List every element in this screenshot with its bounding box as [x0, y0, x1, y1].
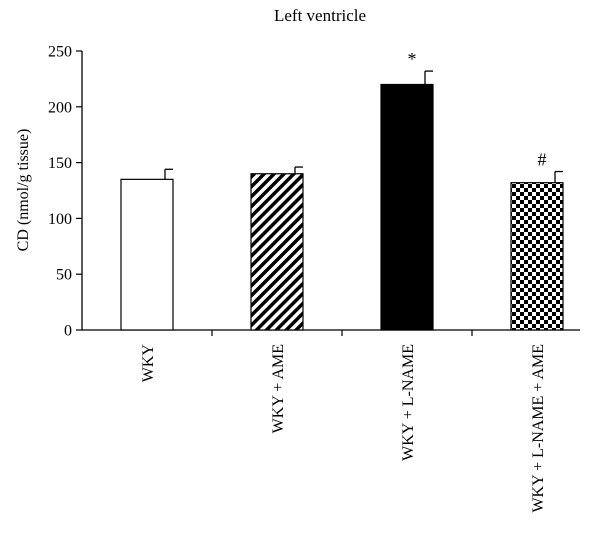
chart-title: Left ventricle — [274, 6, 366, 25]
annotation-4: # — [538, 150, 547, 170]
y-tick-label-50: 50 — [56, 267, 72, 284]
y-axis-label: CD (nmol/g tissue) — [15, 129, 32, 252]
bar-3 — [380, 83, 434, 331]
bar-4 — [510, 182, 564, 331]
annotation-3: * — [408, 49, 417, 69]
bar-2 — [250, 173, 304, 331]
category-label-4: WKY + L-NAME + AME — [530, 344, 547, 513]
y-tick-label-0: 0 — [64, 323, 72, 340]
bar-1 — [120, 178, 174, 331]
category-label-1: WKY — [140, 344, 157, 383]
y-tick-label-150: 150 — [48, 155, 72, 172]
category-label-3: WKY + L-NAME — [400, 344, 417, 461]
category-label-2: WKY + AME — [270, 344, 287, 433]
y-tick-label-250: 250 — [48, 44, 72, 61]
plot-area: 0 50 100 150 200 250 WKY WKY + AME * WKY + L-NAME… — [48, 44, 580, 513]
y-tick-label-100: 100 — [48, 211, 72, 228]
y-tick-label-200: 200 — [48, 99, 72, 116]
